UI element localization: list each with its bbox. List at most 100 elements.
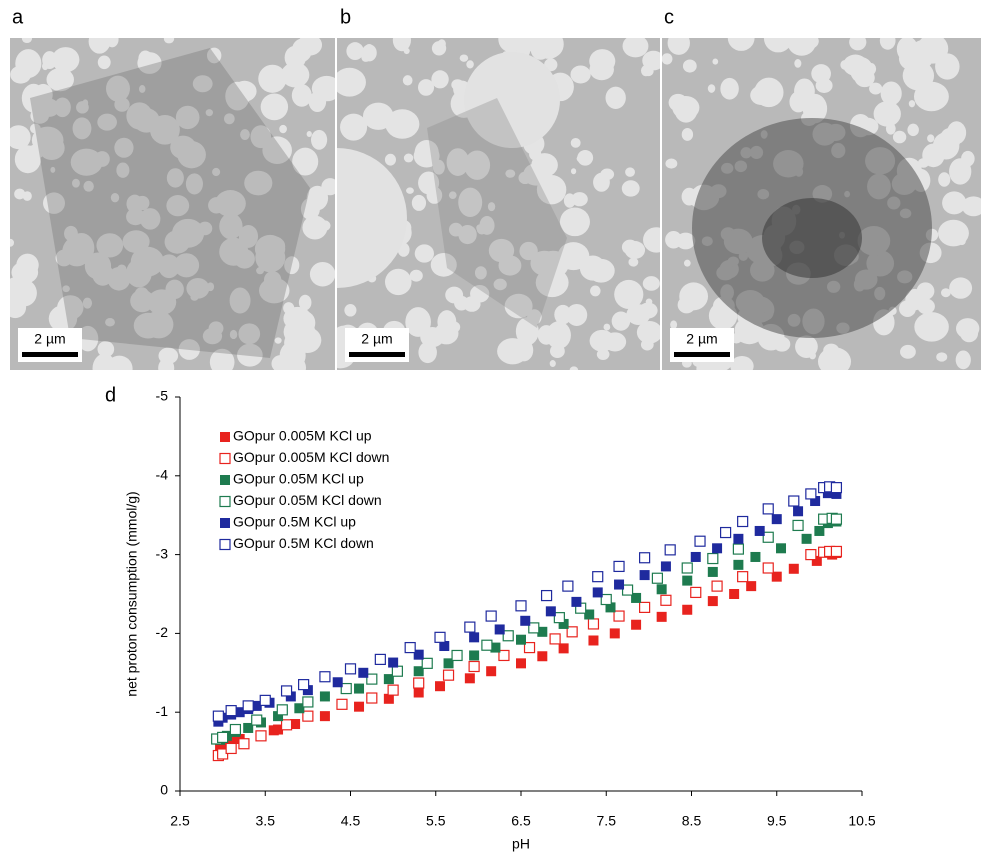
point bbox=[294, 703, 305, 714]
hole bbox=[206, 47, 222, 64]
hole bbox=[430, 252, 457, 277]
point bbox=[656, 611, 667, 622]
hole bbox=[105, 75, 130, 102]
legend-label: GOpur 0.05M KCl up bbox=[233, 471, 364, 487]
point bbox=[255, 730, 267, 742]
hole bbox=[205, 109, 213, 117]
hole bbox=[840, 60, 849, 70]
hole bbox=[190, 293, 199, 301]
hole bbox=[665, 230, 683, 249]
x-tick-label: 7.5 bbox=[597, 813, 617, 829]
point bbox=[391, 665, 403, 677]
scale-bar-label: 2 µm bbox=[34, 331, 65, 347]
panel-label: b bbox=[340, 6, 351, 28]
y-tick-label: -1 bbox=[156, 703, 169, 719]
point bbox=[469, 650, 480, 661]
point bbox=[468, 660, 480, 673]
point bbox=[354, 701, 365, 712]
hole bbox=[10, 238, 15, 247]
point bbox=[413, 666, 424, 677]
hole bbox=[437, 39, 446, 49]
hole bbox=[763, 38, 793, 53]
y-axis-label: net proton consumption (mmol/g) bbox=[124, 491, 140, 696]
hole bbox=[916, 282, 935, 300]
point bbox=[746, 581, 757, 592]
legend-label: GOpur 0.05M KCl down bbox=[233, 492, 382, 508]
x-axis-label: pH bbox=[512, 836, 530, 852]
hole bbox=[302, 215, 328, 240]
hole bbox=[708, 301, 738, 330]
hole bbox=[54, 97, 71, 118]
scale-bar-label: 2 µm bbox=[361, 331, 392, 347]
hole bbox=[311, 75, 335, 102]
hole bbox=[518, 171, 532, 185]
point bbox=[733, 559, 744, 570]
hole bbox=[531, 153, 558, 177]
point bbox=[481, 639, 493, 651]
hole bbox=[11, 261, 39, 284]
hole bbox=[114, 97, 130, 112]
hole bbox=[384, 153, 396, 166]
hole bbox=[466, 60, 474, 69]
hole bbox=[361, 44, 377, 62]
point bbox=[259, 694, 271, 706]
hole bbox=[209, 348, 235, 370]
point bbox=[302, 696, 314, 708]
hole bbox=[542, 266, 562, 291]
hole bbox=[70, 148, 103, 176]
flake bbox=[30, 48, 310, 358]
x-tick-label: 5.5 bbox=[426, 813, 446, 829]
hole bbox=[473, 287, 482, 296]
point bbox=[830, 545, 843, 558]
hole bbox=[62, 285, 70, 293]
point bbox=[754, 525, 765, 536]
hole bbox=[33, 83, 53, 106]
point bbox=[631, 592, 642, 603]
hole bbox=[900, 344, 916, 359]
point bbox=[762, 562, 774, 574]
point bbox=[413, 649, 424, 660]
hole bbox=[589, 59, 614, 81]
hole bbox=[622, 38, 649, 58]
hole bbox=[173, 253, 200, 278]
hole bbox=[340, 113, 368, 141]
point bbox=[830, 513, 843, 525]
hole bbox=[406, 187, 414, 194]
legend-marker bbox=[220, 518, 230, 528]
point bbox=[805, 488, 817, 500]
hole bbox=[801, 339, 814, 353]
point bbox=[413, 687, 424, 698]
point bbox=[592, 587, 603, 598]
hole bbox=[938, 172, 951, 187]
hole bbox=[38, 135, 65, 160]
hole bbox=[298, 294, 312, 311]
hole bbox=[873, 101, 901, 127]
hole bbox=[571, 192, 588, 207]
hole bbox=[92, 263, 114, 286]
hole bbox=[645, 298, 653, 305]
hole bbox=[310, 129, 328, 150]
hole bbox=[603, 323, 611, 331]
hole bbox=[202, 327, 223, 345]
hole bbox=[579, 255, 606, 281]
scale-bar bbox=[22, 352, 78, 357]
point bbox=[273, 711, 284, 722]
legend-label: GOpur 0.005M KCl up bbox=[233, 428, 372, 444]
micrograph-content bbox=[10, 38, 335, 370]
hole bbox=[414, 140, 439, 166]
point bbox=[712, 543, 723, 554]
point bbox=[319, 711, 330, 722]
point bbox=[732, 543, 744, 555]
point bbox=[793, 506, 804, 517]
point bbox=[737, 571, 749, 583]
point bbox=[776, 543, 787, 554]
hole bbox=[232, 80, 257, 102]
hole bbox=[43, 192, 65, 214]
point bbox=[273, 724, 284, 735]
hole bbox=[908, 100, 916, 108]
legend-label: GOpur 0.5M KCl down bbox=[233, 535, 374, 551]
hole bbox=[306, 131, 312, 138]
hole bbox=[577, 149, 594, 166]
hole bbox=[707, 84, 716, 93]
point bbox=[588, 635, 599, 646]
